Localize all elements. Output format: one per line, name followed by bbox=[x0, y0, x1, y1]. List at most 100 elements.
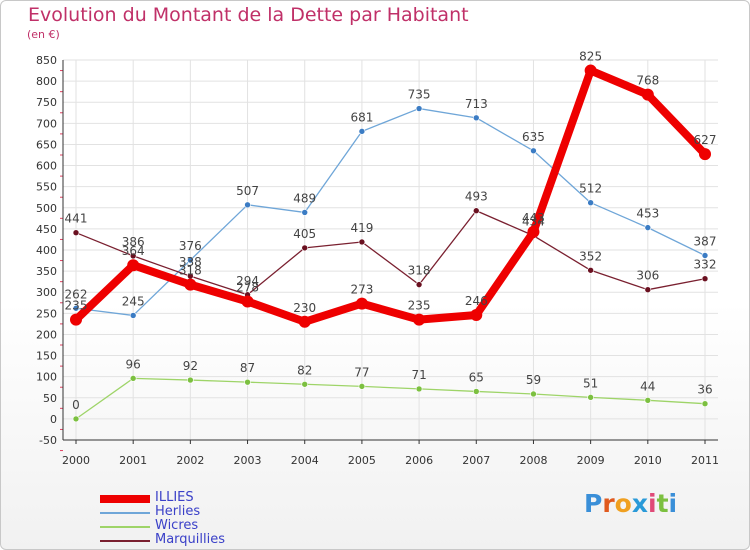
data-point-illies bbox=[527, 225, 540, 238]
data-point-herlies bbox=[358, 128, 366, 135]
y-tick-label: 700 bbox=[36, 117, 57, 130]
x-tick-label: 2003 bbox=[234, 454, 262, 467]
data-label-wicres: 82 bbox=[297, 363, 312, 377]
data-point-illies bbox=[184, 278, 197, 291]
legend-label: Marquillies bbox=[155, 532, 226, 547]
x-tick-label: 2001 bbox=[119, 454, 147, 467]
data-label-wicres: 44 bbox=[640, 379, 655, 393]
data-point-herlies bbox=[587, 199, 594, 207]
data-point-herlies bbox=[244, 201, 251, 209]
logo-letter: i bbox=[668, 489, 678, 518]
data-point-wicres bbox=[129, 375, 137, 382]
x-tick-label: 2009 bbox=[577, 454, 605, 467]
data-label-marquillies: 332 bbox=[694, 258, 717, 272]
x-tick-label: 2010 bbox=[634, 454, 662, 467]
unit-label: (en €) bbox=[27, 28, 60, 41]
data-label-herlies: 376 bbox=[179, 239, 202, 253]
data-label-illies: 627 bbox=[694, 133, 717, 147]
data-point-wicres bbox=[587, 394, 594, 401]
y-tick-label: 750 bbox=[36, 96, 57, 109]
y-tick-label: 500 bbox=[36, 202, 57, 215]
data-label-wicres: 51 bbox=[583, 376, 598, 390]
data-label-illies: 443 bbox=[522, 211, 545, 225]
data-label-herlies: 489 bbox=[293, 191, 316, 205]
y-tick-label: 100 bbox=[36, 371, 57, 384]
proxiti-logo: Proxiti bbox=[584, 489, 677, 518]
y-tick-label: 0 bbox=[50, 413, 57, 426]
data-label-illies: 230 bbox=[293, 301, 316, 315]
data-point-wicres bbox=[530, 390, 537, 398]
y-tick-label: -50 bbox=[39, 434, 57, 447]
y-tick-label: 50 bbox=[43, 392, 57, 405]
logo-letter: t bbox=[656, 489, 669, 518]
data-point-wicres bbox=[358, 383, 366, 390]
data-point-illies bbox=[413, 313, 426, 326]
legend-swatch bbox=[100, 526, 150, 528]
data-label-marquillies: 294 bbox=[236, 274, 259, 288]
y-tick-label: 450 bbox=[36, 223, 57, 236]
data-label-illies: 768 bbox=[636, 74, 659, 88]
data-label-wicres: 59 bbox=[526, 373, 541, 387]
data-point-wicres bbox=[72, 415, 80, 423]
y-tick-label: 150 bbox=[36, 350, 57, 363]
data-point-illies bbox=[241, 295, 254, 308]
data-label-illies: 364 bbox=[122, 244, 145, 258]
data-point-marquillies bbox=[415, 281, 423, 288]
data-point-wicres bbox=[701, 400, 709, 407]
y-tick-label: 800 bbox=[36, 75, 57, 88]
legend-swatch bbox=[100, 495, 150, 503]
x-tick-label: 2000 bbox=[62, 454, 90, 467]
data-point-illies bbox=[298, 315, 311, 328]
data-point-wicres bbox=[644, 397, 652, 404]
data-point-herlies bbox=[72, 304, 80, 312]
data-point-marquillies bbox=[644, 286, 652, 293]
x-tick-label: 2005 bbox=[348, 454, 376, 467]
x-tick-label: 2008 bbox=[519, 454, 547, 467]
data-label-herlies: 245 bbox=[122, 294, 145, 308]
legend-swatch bbox=[100, 512, 150, 514]
data-label-illies: 273 bbox=[350, 283, 373, 297]
data-label-marquillies: 405 bbox=[293, 227, 316, 241]
data-point-marquillies bbox=[701, 275, 709, 283]
y-tick-label: 850 bbox=[36, 54, 57, 67]
data-point-wicres bbox=[187, 376, 194, 384]
data-label-marquillies: 493 bbox=[465, 190, 488, 204]
data-label-marquillies: 352 bbox=[579, 249, 602, 263]
logo-letter: x bbox=[631, 489, 648, 518]
legend-swatch bbox=[100, 540, 150, 542]
data-point-herlies bbox=[187, 256, 194, 264]
data-label-herlies: 713 bbox=[465, 97, 488, 111]
data-point-wicres bbox=[301, 380, 309, 388]
y-tick-label: 600 bbox=[36, 160, 57, 173]
data-label-herlies: 735 bbox=[408, 88, 431, 102]
data-point-herlies bbox=[129, 312, 137, 319]
data-label-marquillies: 306 bbox=[636, 269, 659, 283]
x-tick-label: 2011 bbox=[691, 454, 719, 467]
data-point-marquillies bbox=[472, 207, 480, 215]
data-label-marquillies: 434 bbox=[522, 215, 545, 229]
chart-title: Evolution du Montant de la Dette par Hab… bbox=[28, 4, 469, 26]
data-point-marquillies bbox=[72, 229, 80, 236]
data-point-herlies bbox=[701, 252, 709, 259]
data-label-wicres: 65 bbox=[469, 370, 484, 384]
data-label-illies: 278 bbox=[236, 281, 259, 295]
data-label-wicres: 96 bbox=[126, 357, 141, 371]
data-label-marquillies: 419 bbox=[350, 221, 373, 235]
logo-letter: P bbox=[584, 489, 603, 518]
data-point-illies bbox=[470, 309, 483, 322]
data-point-herlies bbox=[472, 114, 480, 122]
y-tick-label: 550 bbox=[36, 181, 57, 194]
legend-label: Wicres bbox=[155, 518, 199, 533]
data-point-marquillies bbox=[301, 244, 309, 252]
data-point-herlies bbox=[301, 209, 309, 216]
data-label-herlies: 387 bbox=[694, 234, 717, 248]
y-tick-label: 350 bbox=[36, 265, 57, 278]
logo-letter: r bbox=[602, 489, 615, 518]
data-label-marquillies: 338 bbox=[179, 255, 202, 269]
logo-letter: i bbox=[648, 489, 657, 518]
data-label-wicres: 92 bbox=[183, 359, 198, 373]
data-label-marquillies: 318 bbox=[408, 264, 431, 278]
series-line-illies bbox=[72, 66, 709, 326]
data-point-wicres bbox=[472, 388, 480, 395]
data-point-illies bbox=[641, 88, 654, 101]
